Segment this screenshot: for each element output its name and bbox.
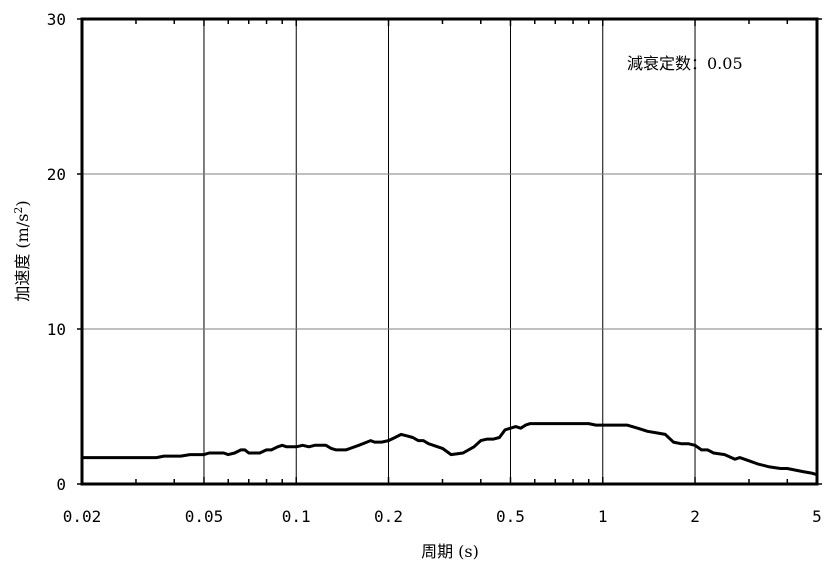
y-axis-title: 加速度 (m/s2) — [12, 200, 32, 301]
y-tick-label: 10 — [47, 320, 66, 339]
y-tick-label: 30 — [47, 10, 66, 29]
axis-ticks — [77, 18, 822, 485]
x-tick-label: 0.05 — [185, 507, 224, 526]
x-tick-label: 2 — [690, 507, 700, 526]
y-tick-label: 0 — [56, 475, 66, 494]
plot-background — [82, 19, 817, 484]
x-tick-label: 0.5 — [496, 507, 525, 526]
y-axis-title-main: 加速度 (m/s — [13, 214, 32, 302]
x-tick-label: 0.2 — [374, 507, 403, 526]
series-layer — [80, 422, 819, 477]
x-axis-title: 周期 (s) — [421, 542, 479, 561]
x-tick-label: 0.1 — [282, 507, 311, 526]
y-tick-label: 20 — [47, 165, 66, 184]
x-tick-label: 0.02 — [63, 507, 102, 526]
damping-annotation: 減衰定数：0.05 — [627, 54, 743, 73]
y-axis-title-close: ) — [13, 200, 32, 206]
x-tick-label: 5 — [812, 507, 822, 526]
plot-frame — [80, 17, 819, 486]
spectrum-series-line — [80, 422, 819, 477]
y-axis-title-superscript: 2 — [12, 207, 25, 214]
grid-lines — [82, 19, 817, 484]
tick-labels: 0.02 0.05 0.1 0.2 0.5 1 2 5 0 10 20 30 — [47, 10, 822, 526]
x-tick-label: 1 — [598, 507, 608, 526]
